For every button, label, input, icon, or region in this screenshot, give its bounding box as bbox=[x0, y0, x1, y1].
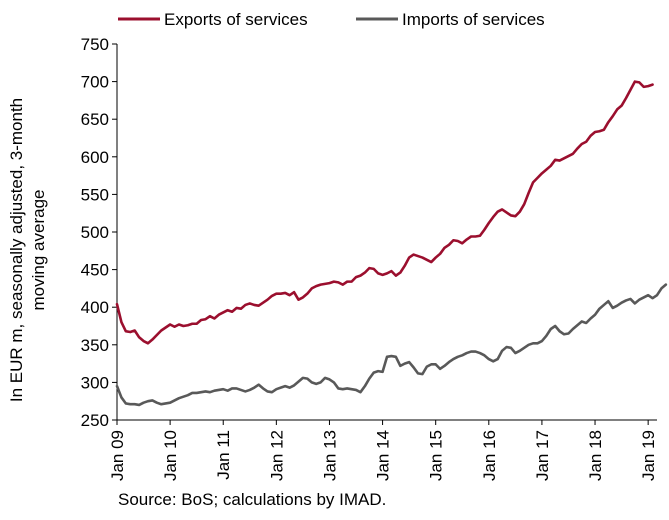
legend-label: Imports of services bbox=[402, 10, 545, 29]
y-axis-title: In EUR m, seasonally adjusted, 3-month mo… bbox=[7, 98, 48, 402]
y-tick-label: 700 bbox=[81, 73, 109, 92]
y-tick-label: 250 bbox=[81, 411, 109, 430]
series-group bbox=[115, 80, 668, 407]
x-tick-label: Jan 16 bbox=[480, 430, 499, 481]
source-note: Source: BoS; calculations by IMAD. bbox=[118, 490, 387, 509]
legend-label: Exports of services bbox=[164, 10, 308, 29]
x-tick-label: Jan 13 bbox=[320, 430, 339, 481]
y-tick-label: 650 bbox=[81, 110, 109, 129]
x-tick-label: Jan 15 bbox=[427, 430, 446, 481]
x-tick-label: Jan 17 bbox=[533, 430, 552, 481]
x-tick-label: Jan 12 bbox=[267, 430, 286, 481]
series-line-exports bbox=[115, 80, 654, 345]
y-tick-label: 500 bbox=[81, 223, 109, 242]
x-tick-label: Jan 14 bbox=[374, 430, 393, 481]
y-tick-label: 450 bbox=[81, 261, 109, 280]
y-axis-title-line: moving average bbox=[29, 190, 48, 311]
x-tick-label: Jan 09 bbox=[108, 430, 127, 481]
x-tick-label: Jan 18 bbox=[586, 430, 605, 481]
y-axis: 250 300 350 400 450 500 550 600 650 700 750 bbox=[81, 35, 118, 430]
y-tick-label: 750 bbox=[81, 35, 109, 54]
legend: Exports of services Imports of services bbox=[118, 10, 545, 29]
y-axis-title-line: In EUR m, seasonally adjusted, 3-month bbox=[7, 98, 26, 402]
y-tick-label: 600 bbox=[81, 148, 109, 167]
y-tick-label: 550 bbox=[81, 185, 109, 204]
y-tick-label: 300 bbox=[81, 373, 109, 392]
x-tick-label: Jan 11 bbox=[214, 430, 233, 480]
x-tick-label: Jan 10 bbox=[161, 430, 180, 481]
x-axis: Jan 09 Jan 10 Jan 11 Jan 12 Jan 13 Jan 14 Jan … bbox=[108, 419, 658, 481]
series-line-imports bbox=[115, 283, 668, 407]
y-tick-label: 350 bbox=[81, 336, 109, 355]
x-tick-label: Jan 19 bbox=[639, 430, 658, 481]
y-tick-label: 400 bbox=[81, 298, 109, 317]
